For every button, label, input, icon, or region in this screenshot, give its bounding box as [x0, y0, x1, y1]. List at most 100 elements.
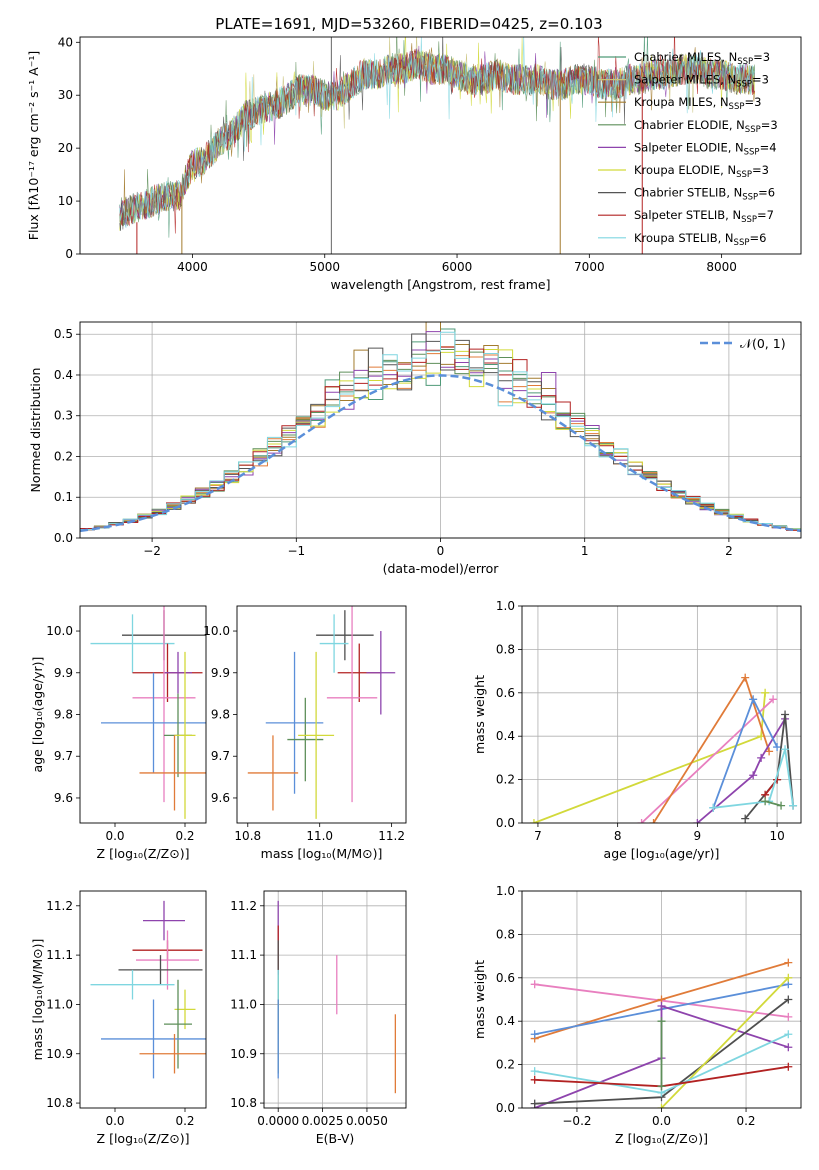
legend-entry: Salpeter MILES, NSSP=3 — [634, 73, 769, 90]
x-axis-label: Z [log₁₀(Z/Z⊙)] — [97, 1131, 190, 1146]
panel-6: 0.0 0.2 10.8 10.9 11.0 11.1 11.2 Z [log₁₀(Z/Z⊙)… — [30, 890, 207, 1146]
y-tick-label: 10.8 — [46, 1096, 73, 1110]
x-tick-label: 2 — [725, 544, 733, 558]
legend-entry: 𝒩(0, 1) — [740, 336, 786, 351]
weight-marker — [761, 797, 770, 806]
legend-entry: Chabrier STELIB, NSSP=6 — [634, 186, 775, 203]
y-tick-label: 1.0 — [496, 884, 515, 898]
y-tick-label: 9.9 — [54, 666, 73, 680]
y-tick-label: 0.0 — [496, 816, 515, 830]
y-tick-label: 0 — [65, 247, 73, 261]
x-tick-label: 10.8 — [234, 829, 261, 843]
weight-marker — [769, 695, 778, 704]
y-tick-label: 10 — [58, 194, 73, 208]
x-tick-label: 0.0050 — [346, 1114, 388, 1128]
panel-3: 0.0 0.2 9.6 9.7 9.8 9.9 10.0 Z [log₁₀(Z/Z⊙)] age… — [30, 605, 207, 861]
weight-line — [640, 698, 774, 823]
panel-5: 7 8 9 10 0.0 0.2 0.4 0.6 0.8 1.0 age [log₁₀(age/yr… — [472, 599, 802, 861]
y-tick-label: 9.6 — [54, 791, 73, 805]
y-tick-label: 0.2 — [496, 1058, 515, 1072]
y-tick-label: 11.0 — [46, 997, 73, 1011]
y-tick-label: 0.4 — [54, 368, 73, 382]
y-tick-label: 9.6 — [211, 791, 230, 805]
y-tick-label: 10.9 — [46, 1047, 73, 1061]
x-axis-label: wavelength [Angstrom, rest frame] — [330, 277, 550, 292]
weight-marker — [530, 1075, 539, 1084]
weight-marker — [765, 747, 774, 756]
y-tick-label: 9.7 — [54, 749, 73, 763]
weight-marker — [789, 801, 798, 810]
y-tick-label: 11.2 — [230, 899, 257, 913]
y-tick-label: 10.8 — [230, 1096, 257, 1110]
weight-marker — [530, 1099, 539, 1108]
spectrum-line — [119, 37, 755, 229]
y-tick-label: 11.1 — [230, 948, 257, 962]
weight-marker — [749, 771, 758, 780]
weight-marker — [649, 819, 658, 823]
y-tick-label: 10.0 — [203, 624, 230, 638]
x-tick-label: 0.2 — [175, 1114, 194, 1128]
weight-marker — [781, 710, 790, 719]
x-axis-label: mass [log₁₀(M/M⊙)] — [261, 846, 383, 861]
x-tick-label: 8000 — [706, 260, 737, 274]
panel-8: −0.2 0.0 0.2 0.0 0.2 0.4 0.6 0.8 1.0 Z [log₁₀(Z/Z… — [472, 884, 802, 1146]
weight-marker — [784, 1062, 793, 1071]
axes-frame — [236, 605, 407, 824]
y-tick-label: 11.2 — [46, 899, 73, 913]
weight-marker — [529, 819, 538, 823]
weight-marker — [777, 801, 786, 810]
weight-marker — [657, 1082, 666, 1091]
x-tick-label: 7 — [534, 829, 542, 843]
x-tick-label: 10 — [769, 829, 784, 843]
legend-entry: Salpeter STELIB, NSSP=7 — [634, 208, 774, 225]
weight-marker — [741, 814, 750, 823]
weight-marker — [693, 819, 702, 823]
y-axis-label: Flux [fλ10⁻¹⁷ erg cm⁻² s⁻¹ A⁻¹] — [26, 51, 41, 240]
y-tick-label: 0.2 — [54, 449, 73, 463]
y-axis-label: mass weight — [472, 960, 487, 1039]
panel-1: 4000 5000 6000 7000 8000 0 10 20 30 40 wavelength … — [26, 35, 802, 292]
histogram-series — [80, 331, 801, 531]
y-tick-label: 9.8 — [54, 708, 73, 722]
y-axis-label: mass [log₁₀(M/M⊙)] — [30, 939, 45, 1061]
x-tick-label: 4000 — [177, 260, 208, 274]
weight-marker — [784, 1030, 793, 1039]
legend-entry: Kroupa STELIB, NSSP=6 — [634, 231, 766, 248]
panel-2: −2 −1 0 1 2 0.0 0.1 0.2 0.3 0.4 0.5 (data-model)/er… — [28, 321, 802, 576]
weight-marker — [657, 1017, 666, 1026]
x-tick-label: 11.2 — [378, 829, 405, 843]
x-tick-label: 8 — [614, 829, 622, 843]
x-axis-label: Z [log₁₀(Z/Z⊙)] — [615, 1131, 708, 1146]
x-tick-label: −2 — [143, 544, 161, 558]
weight-marker — [773, 743, 782, 752]
y-tick-label: 10.9 — [230, 1047, 257, 1061]
x-tick-label: 0.2 — [736, 1114, 755, 1128]
weight-marker — [530, 1067, 539, 1076]
axes-frame — [521, 605, 802, 824]
weight-marker — [657, 1002, 666, 1011]
weight-marker — [709, 803, 718, 812]
y-tick-label: 30 — [58, 88, 73, 102]
weight-line — [660, 977, 789, 1108]
weight-marker — [784, 973, 793, 982]
weight-marker — [637, 819, 646, 823]
weight-marker — [784, 958, 793, 967]
x-tick-label: 0.0 — [105, 1114, 124, 1128]
y-axis-label: mass weight — [472, 675, 487, 754]
panel-4: 10.8 11.0 11.2 9.6 9.7 9.8 9.9 10.0 mass [log₁₀(… — [203, 605, 407, 861]
weight-marker — [741, 673, 750, 682]
x-axis-label: age [log₁₀(age/yr)] — [604, 846, 720, 861]
y-tick-label: 40 — [58, 35, 73, 49]
normal-curve — [80, 374, 801, 533]
legend: 𝒩(0, 1) — [700, 336, 786, 351]
weight-line — [764, 800, 782, 807]
histogram-series — [80, 333, 801, 531]
y-tick-label: 9.7 — [211, 749, 230, 763]
weight-marker — [781, 745, 790, 754]
weight-marker — [749, 695, 758, 704]
weight-line — [713, 748, 794, 809]
y-tick-label: 0.4 — [496, 1014, 515, 1028]
weight-marker — [757, 753, 766, 762]
weight-marker — [784, 1012, 793, 1021]
